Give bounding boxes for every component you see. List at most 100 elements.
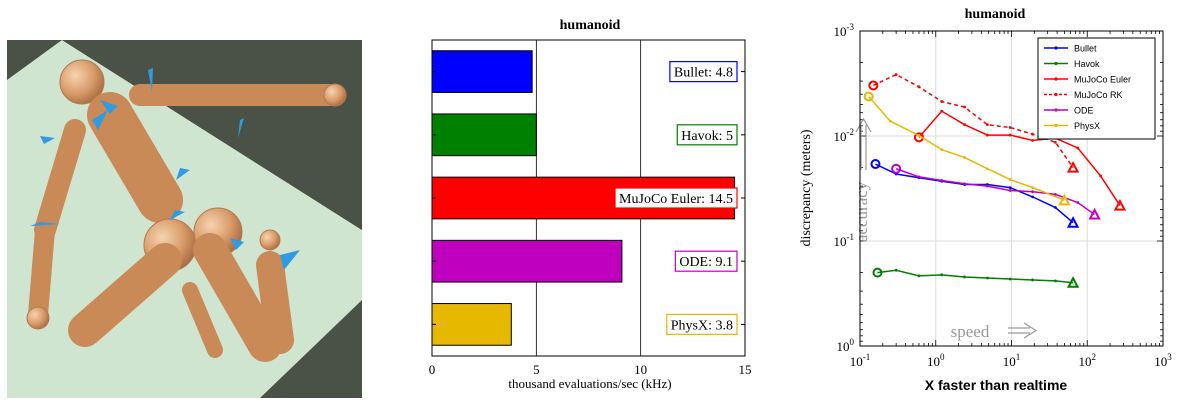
- bar-value-labels: Bullet: 4.8 Havok: 5 MuJoCo Euler: 14.5 ODE…: [614, 60, 738, 335]
- svg-text:PhysX: PhysX: [1074, 121, 1100, 131]
- bar-x-tick-label: 5: [533, 362, 540, 377]
- humanoid-body: [26, 59, 347, 362]
- series-point: [940, 109, 944, 113]
- svg-text:Bullet: 4.8: Bullet: 4.8: [674, 66, 733, 81]
- series-point: [894, 73, 898, 76]
- series-start-marker: [868, 80, 879, 91]
- series-end-marker: [1066, 276, 1080, 288]
- bar-value-label: MuJoCo Euler: 14.5: [614, 187, 738, 209]
- series-line: [895, 168, 1096, 216]
- bar-x-ticks: 0 5 10 15: [429, 71, 752, 377]
- series-point: [985, 184, 989, 188]
- series-point: [1054, 193, 1057, 196]
- series-start-marker: [863, 91, 874, 102]
- line-plot-frame: [859, 30, 1164, 347]
- series-point: [1031, 190, 1035, 194]
- series-point: [1054, 140, 1057, 144]
- svg-text:Havok: 5: Havok: 5: [681, 129, 733, 144]
- bar-chart-panel: humanoid Bullet: 4.8 Havok: 5 MuJoCo Euler…: [380, 0, 780, 402]
- legend-entry: MuJoCo RK: [1044, 90, 1123, 100]
- series-point: [1008, 189, 1012, 192]
- series-point: [985, 123, 989, 127]
- svg-text:Bullet: Bullet: [1074, 44, 1097, 54]
- series-start-marker: [891, 163, 902, 174]
- speed-arrow: [1008, 322, 1038, 339]
- series-point: [917, 175, 921, 179]
- series-point: [1008, 186, 1012, 189]
- floor-dark-corner: [7, 40, 62, 80]
- bar-havok: [431, 113, 537, 157]
- series-point: [1031, 195, 1035, 199]
- legend-entry: PhysX: [1044, 121, 1100, 131]
- bar-x-axis-label: thousand evaluations/sec (kHz): [508, 376, 671, 391]
- series-end-marker: [1088, 207, 1101, 220]
- series-end-marker: [1058, 193, 1071, 206]
- series-point: [1031, 278, 1035, 282]
- svg-text:Havok: Havok: [1074, 59, 1100, 69]
- bar-x-tick-label: 15: [739, 362, 752, 377]
- line-y-tick-labels: 100 10-1 10-2 10-3: [834, 22, 855, 354]
- series-point: [888, 119, 892, 123]
- bar-x-tick-label: 0: [429, 362, 436, 377]
- series-start-marker: [870, 159, 881, 170]
- series-point: [1076, 146, 1080, 150]
- bar-x-tick-label: 10: [634, 362, 647, 377]
- line-x-axis-label: X faster than realtime: [925, 377, 1068, 393]
- series-point: [1031, 132, 1035, 136]
- series-point: [1008, 133, 1012, 137]
- series-point: [917, 85, 921, 89]
- bar-chart-title: humanoid: [560, 18, 621, 33]
- series-point: [1031, 186, 1035, 189]
- series-point: [1008, 126, 1012, 129]
- bar-physx: [431, 303, 512, 346]
- line-y-axis-label: discrepancy (meters): [799, 129, 814, 246]
- line-x-tick-label: 102: [1079, 352, 1097, 369]
- series-point: [985, 167, 989, 171]
- series-point: [985, 276, 989, 280]
- series-point: [963, 275, 966, 279]
- series-end-marker: [1113, 198, 1127, 211]
- accuracy-arrow: [855, 117, 872, 170]
- x-axis-label-text: X faster than realtime: [925, 377, 1068, 393]
- series-point: [963, 105, 966, 109]
- legend-entry: Havok: [1044, 59, 1100, 69]
- series-point: [1054, 279, 1057, 283]
- series-end-marker: [1066, 160, 1080, 173]
- line-chart: humanoid accuracy speed 10-1 100 101 102 103…: [799, 7, 1172, 393]
- series-mujoco-euler: [913, 109, 1127, 211]
- series-point: [1031, 138, 1035, 142]
- svg-text:ODE: ODE: [1074, 106, 1094, 116]
- series-point: [894, 268, 898, 272]
- series-point: [1008, 178, 1012, 181]
- series-line: [877, 269, 1074, 284]
- bar-bullet: [431, 50, 533, 93]
- series-point: [1008, 277, 1012, 281]
- line-y-tick-label: 10-1: [834, 232, 855, 249]
- series-point: [940, 179, 944, 182]
- bar-value-label: ODE: 9.1: [674, 250, 738, 272]
- series-point: [1054, 206, 1057, 209]
- legend-entry: Bullet: [1044, 44, 1097, 54]
- speed-annotation: speed: [951, 322, 990, 341]
- bar-chart: humanoid Bullet: 4.8 Havok: 5 MuJoCo Euler…: [429, 18, 752, 391]
- humanoid-render-image: [7, 40, 362, 398]
- line-chart-title: humanoid: [965, 7, 1026, 22]
- line-x-tick-label: 10-1: [850, 352, 871, 369]
- svg-text:PhysX: 3.8: PhysX: 3.8: [671, 318, 733, 333]
- series-point: [940, 273, 944, 277]
- series-point: [1076, 201, 1080, 204]
- svg-text:MuJoCo RK: MuJoCo RK: [1074, 90, 1123, 100]
- line-legend: Bullet Havok MuJoCo Euler MuJoCo RK ODE PhysX: [1037, 37, 1156, 140]
- contact-markers: [30, 68, 300, 270]
- bar-marks: [431, 50, 736, 346]
- svg-text:ODE: 9.1: ODE: 9.1: [679, 255, 733, 270]
- series-point: [963, 123, 966, 127]
- line-x-tick-label: 101: [1003, 352, 1021, 369]
- series-havok: [872, 267, 1080, 288]
- svg-text:MuJoCo Euler: MuJoCo Euler: [1074, 75, 1131, 85]
- line-y-tick-label: 10-2: [834, 127, 855, 144]
- legend-box: [1037, 37, 1156, 140]
- series-point: [963, 156, 966, 159]
- humanoid-render: [0, 0, 380, 402]
- series-line: [918, 110, 1121, 206]
